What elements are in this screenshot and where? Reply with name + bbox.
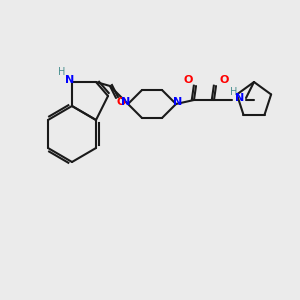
Text: O: O [219,75,229,85]
Text: H: H [230,87,238,97]
Text: N: N [236,93,244,103]
Text: H: H [58,67,66,77]
Text: N: N [122,97,130,107]
Text: N: N [65,75,75,85]
Text: O: O [183,75,193,85]
Text: N: N [173,97,183,107]
Text: O: O [116,97,126,107]
